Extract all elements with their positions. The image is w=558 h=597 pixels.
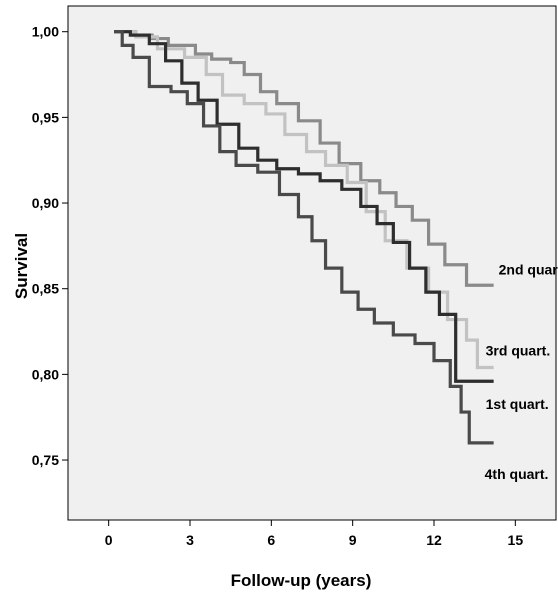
series-annotation: 1st quart. [486,396,549,412]
y-tick-label: 0,90 [32,195,59,211]
x-tick-label: 0 [105,532,113,548]
series-annotations: 2nd quartile 3rd quart. 1st quart. 4th quar… [485,261,558,482]
y-tick-label: 1,00 [32,24,59,40]
series-annotation: 3rd quart. [486,343,551,359]
series-layer [114,30,494,445]
x-tick-label: 15 [508,532,524,548]
series-line-1st-quart [114,30,494,383]
series-line-3rd-quart [114,30,494,370]
x-tick-label: 6 [267,532,275,548]
x-tick-label: 12 [426,532,442,548]
x-axis-ticks: 0 3 6 9 12 15 [105,520,524,548]
x-axis-label: Follow-up (years) [231,571,372,590]
series-annotation: 2nd quartile [499,261,558,277]
y-tick-label: 0,75 [32,452,59,468]
plot-area [67,5,557,521]
y-axis-label: Survival [12,233,31,299]
y-tick-label: 0,95 [32,109,59,125]
series-line-2nd-quartile [114,30,494,287]
y-tick-label: 0,85 [32,281,59,297]
x-tick-label: 3 [186,532,194,548]
y-axis-ticks: 0,75 0,80 0,85 0,90 0,95 1,00 [32,24,68,468]
y-tick-label: 0,80 [32,366,59,382]
x-tick-label: 9 [349,532,357,548]
series-annotation: 4th quart. [485,466,549,482]
series-line-4th-quart [114,30,494,445]
